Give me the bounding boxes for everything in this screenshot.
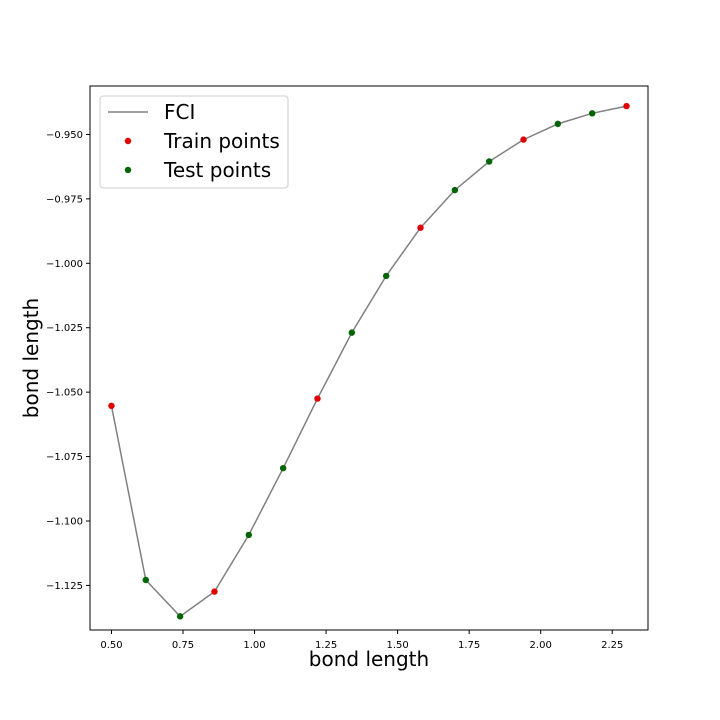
plot-area — [108, 102, 630, 620]
x-tick-label: 2.00 — [530, 640, 552, 651]
x-tick-label: 0.75 — [172, 640, 194, 651]
data-point-test-points — [554, 120, 562, 128]
x-tick-label: 1.75 — [458, 640, 480, 651]
y-axis-label: bond length — [19, 298, 43, 418]
legend: FCI Train points Test points — [99, 95, 289, 189]
y-tick-label: −1.050 — [46, 388, 83, 399]
data-point-test-points — [382, 272, 390, 280]
data-point-train-points — [417, 224, 424, 231]
data-point-test-points — [589, 110, 596, 117]
legend-label: FCI — [164, 100, 195, 124]
series-line-fci — [110, 105, 627, 618]
y-tick-label: −1.000 — [46, 259, 83, 270]
data-point-test-points — [348, 329, 356, 336]
data-point-test-points — [279, 464, 287, 472]
y-axis-ticks: −0.950 −0.975 −1.000 −1.025 −1.050 −1.075 −1.1… — [46, 130, 90, 592]
y-tick-label: −0.975 — [46, 194, 83, 205]
y-tick-label: −1.075 — [46, 452, 83, 463]
axes-frame — [89, 85, 649, 631]
data-point-train-points — [520, 136, 527, 143]
data-point-train-points — [314, 395, 321, 402]
data-point-test-points — [451, 186, 459, 194]
y-tick-label: −0.950 — [46, 130, 83, 141]
y-tick-label: −1.125 — [46, 581, 83, 592]
x-tick-label: 1.00 — [243, 640, 265, 651]
x-tick-label: 2.25 — [601, 640, 623, 651]
legend-marker-swatch — [124, 166, 132, 174]
legend-label: Test points — [163, 158, 271, 182]
data-point-train-points — [623, 102, 630, 110]
data-point-train-points — [211, 588, 218, 595]
data-point-test-points — [176, 613, 184, 620]
data-point-train-points — [108, 402, 115, 410]
x-tick-label: 0.50 — [100, 640, 122, 651]
x-axis-ticks: 0.50 0.75 1.00 1.25 1.50 1.75 2.00 2.25 — [100, 630, 623, 651]
data-point-test-points — [142, 576, 149, 584]
y-tick-label: −1.100 — [46, 516, 83, 527]
data-point-test-points — [485, 158, 493, 165]
legend-label: Train points — [163, 129, 280, 153]
data-point-test-points — [245, 531, 253, 539]
legend-marker-swatch — [124, 137, 132, 145]
x-tick-label: 1.50 — [386, 640, 408, 651]
x-axis-label: bond length — [309, 647, 429, 671]
x-tick-label: 1.25 — [315, 640, 337, 651]
y-tick-label: −1.025 — [46, 323, 83, 334]
legend-box — [99, 95, 289, 189]
